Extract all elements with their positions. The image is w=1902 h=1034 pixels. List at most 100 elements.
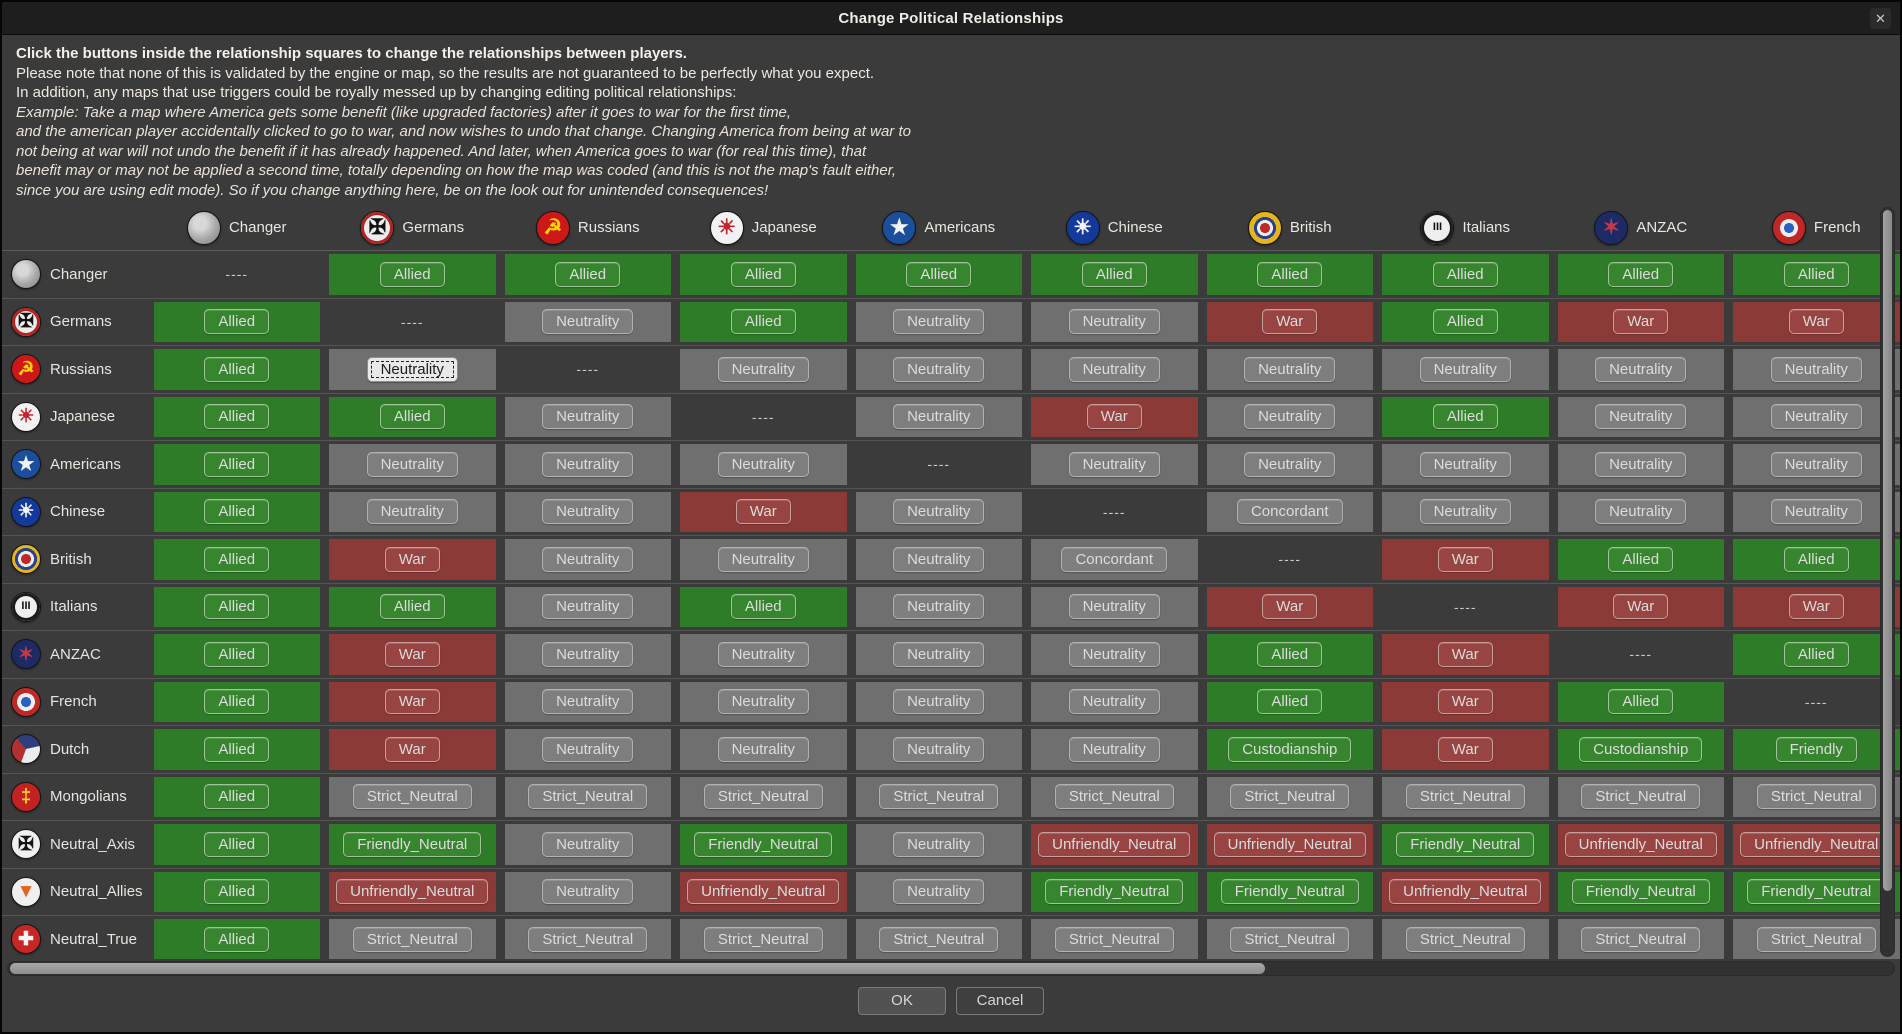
relationship-button-anzac-chinese[interactable]: Neutrality [1068, 641, 1160, 667]
relationship-button-neutral_true-russians[interactable]: Strict_Neutral [528, 926, 648, 952]
relationship-button-neutral_axis-chinese[interactable]: Unfriendly_Neutral [1038, 831, 1191, 857]
relationship-button-neutral_true-british[interactable]: Strict_Neutral [1230, 926, 1350, 952]
relationship-button-mongolians-russians[interactable]: Strict_Neutral [528, 784, 648, 810]
relationship-button-anzac-americans[interactable]: Neutrality [893, 641, 985, 667]
relationship-button-changer-germans[interactable]: Allied [379, 261, 445, 287]
relationship-button-anzac-changer[interactable]: Allied [204, 641, 270, 667]
relationship-button-chinese-japanese[interactable]: War [735, 499, 791, 525]
relationship-button-changer-anzac[interactable]: Allied [1608, 261, 1674, 287]
relationship-button-anzac-japanese[interactable]: Neutrality [717, 641, 809, 667]
relationship-button-mongolians-changer[interactable]: Allied [204, 784, 270, 810]
relationship-button-neutral_true-french[interactable]: Strict_Neutral [1756, 926, 1876, 952]
relationship-button-mongolians-italians[interactable]: Strict_Neutral [1405, 784, 1525, 810]
relationship-button-french-germans[interactable]: War [384, 689, 440, 715]
relationship-button-chinese-italians[interactable]: Neutrality [1419, 499, 1511, 525]
relationship-button-italians-british[interactable]: War [1262, 594, 1318, 620]
relationship-button-neutral_allies-germans[interactable]: Unfriendly_Neutral [336, 879, 489, 905]
relationship-button-neutral_axis-french[interactable]: Unfriendly_Neutral [1740, 831, 1893, 857]
relationship-button-germans-americans[interactable]: Neutrality [893, 309, 985, 335]
relationship-button-neutral_allies-chinese[interactable]: Friendly_Neutral [1045, 879, 1184, 905]
relationship-button-neutral_axis-changer[interactable]: Allied [204, 831, 270, 857]
vertical-scrollbar-thumb[interactable] [1883, 210, 1892, 891]
relationship-button-neutral_axis-germans[interactable]: Friendly_Neutral [343, 831, 482, 857]
relationship-button-americans-changer[interactable]: Allied [204, 451, 270, 477]
relationship-button-chinese-changer[interactable]: Allied [204, 499, 270, 525]
relationship-button-americans-anzac[interactable]: Neutrality [1595, 451, 1687, 477]
relationship-button-french-changer[interactable]: Allied [204, 689, 270, 715]
relationship-button-changer-russians[interactable]: Allied [555, 261, 621, 287]
relationship-button-anzac-italians[interactable]: War [1437, 641, 1493, 667]
relationship-button-russians-germans[interactable]: Neutrality [366, 356, 458, 382]
relationship-button-italians-russians[interactable]: Neutrality [542, 594, 634, 620]
relationship-button-neutral_axis-japanese[interactable]: Friendly_Neutral [694, 831, 833, 857]
relationship-button-germans-japanese[interactable]: Allied [730, 309, 796, 335]
relationship-button-neutral_true-americans[interactable]: Strict_Neutral [879, 926, 999, 952]
relationship-button-neutral_true-changer[interactable]: Allied [204, 926, 270, 952]
relationship-button-russians-chinese[interactable]: Neutrality [1068, 356, 1160, 382]
relationship-button-americans-germans[interactable]: Neutrality [366, 451, 458, 477]
relationship-button-italians-chinese[interactable]: Neutrality [1068, 594, 1160, 620]
relationship-button-neutral_axis-russians[interactable]: Neutrality [542, 831, 634, 857]
relationship-button-japanese-russians[interactable]: Neutrality [542, 404, 634, 430]
relationship-button-dutch-japanese[interactable]: Neutrality [717, 736, 809, 762]
relationship-button-japanese-british[interactable]: Neutrality [1244, 404, 1336, 430]
relationship-button-dutch-americans[interactable]: Neutrality [893, 736, 985, 762]
relationship-button-russians-americans[interactable]: Neutrality [893, 356, 985, 382]
relationship-button-neutral_true-italians[interactable]: Strict_Neutral [1405, 926, 1525, 952]
relationship-button-russians-italians[interactable]: Neutrality [1419, 356, 1511, 382]
relationship-button-germans-anzac[interactable]: War [1613, 309, 1669, 335]
relationship-button-germans-russians[interactable]: Neutrality [542, 309, 634, 335]
relationship-button-anzac-russians[interactable]: Neutrality [542, 641, 634, 667]
ok-button[interactable]: OK [858, 986, 946, 1015]
relationship-button-americans-french[interactable]: Neutrality [1770, 451, 1862, 477]
relationship-button-dutch-british[interactable]: Custodianship [1228, 736, 1352, 762]
relationship-button-japanese-germans[interactable]: Allied [379, 404, 445, 430]
relationship-button-french-anzac[interactable]: Allied [1608, 689, 1674, 715]
relationship-button-anzac-french[interactable]: Allied [1783, 641, 1849, 667]
relationship-button-french-russians[interactable]: Neutrality [542, 689, 634, 715]
relationship-button-chinese-americans[interactable]: Neutrality [893, 499, 985, 525]
relationship-button-anzac-germans[interactable]: War [384, 641, 440, 667]
relationship-button-italians-americans[interactable]: Neutrality [893, 594, 985, 620]
relationship-button-british-italians[interactable]: War [1437, 546, 1493, 572]
relationship-button-mongolians-germans[interactable]: Strict_Neutral [352, 784, 472, 810]
relationship-button-chinese-russians[interactable]: Neutrality [542, 499, 634, 525]
relationship-button-germans-changer[interactable]: Allied [204, 309, 270, 335]
relationship-button-japanese-changer[interactable]: Allied [204, 404, 270, 430]
relationship-button-neutral_allies-changer[interactable]: Allied [204, 879, 270, 905]
relationship-button-changer-chinese[interactable]: Allied [1081, 261, 1147, 287]
relationship-button-mongolians-british[interactable]: Strict_Neutral [1230, 784, 1350, 810]
relationship-button-germans-italians[interactable]: Allied [1432, 309, 1498, 335]
relationship-button-neutral_true-japanese[interactable]: Strict_Neutral [703, 926, 823, 952]
relationship-button-changer-japanese[interactable]: Allied [730, 261, 796, 287]
relationship-button-germans-chinese[interactable]: Neutrality [1068, 309, 1160, 335]
relationship-button-british-americans[interactable]: Neutrality [893, 546, 985, 572]
relationship-button-neutral_allies-japanese[interactable]: Unfriendly_Neutral [687, 879, 840, 905]
relationship-button-japanese-italians[interactable]: Allied [1432, 404, 1498, 430]
relationship-button-british-russians[interactable]: Neutrality [542, 546, 634, 572]
relationship-button-changer-americans[interactable]: Allied [906, 261, 972, 287]
relationship-button-japanese-french[interactable]: Neutrality [1770, 404, 1862, 430]
relationship-button-neutral_allies-russians[interactable]: Neutrality [542, 879, 634, 905]
relationship-button-french-chinese[interactable]: Neutrality [1068, 689, 1160, 715]
relationship-button-dutch-germans[interactable]: War [384, 736, 440, 762]
relationship-button-mongolians-chinese[interactable]: Strict_Neutral [1054, 784, 1174, 810]
relationship-button-russians-british[interactable]: Neutrality [1244, 356, 1336, 382]
relationship-button-french-british[interactable]: Allied [1257, 689, 1323, 715]
relationship-button-neutral_true-germans[interactable]: Strict_Neutral [352, 926, 472, 952]
relationship-button-mongolians-americans[interactable]: Strict_Neutral [879, 784, 999, 810]
relationship-button-british-french[interactable]: Allied [1783, 546, 1849, 572]
relationship-button-neutral_allies-british[interactable]: Friendly_Neutral [1220, 879, 1359, 905]
relationship-button-italians-germans[interactable]: Allied [379, 594, 445, 620]
relationship-button-british-germans[interactable]: War [384, 546, 440, 572]
relationship-button-russians-french[interactable]: Neutrality [1770, 356, 1862, 382]
horizontal-scrollbar[interactable] [7, 961, 1895, 976]
relationship-button-japanese-chinese[interactable]: War [1086, 404, 1142, 430]
relationship-button-neutral_allies-french[interactable]: Friendly_Neutral [1747, 879, 1886, 905]
relationship-button-mongolians-japanese[interactable]: Strict_Neutral [703, 784, 823, 810]
relationship-button-neutral_allies-anzac[interactable]: Friendly_Neutral [1571, 879, 1710, 905]
relationship-button-neutral_true-chinese[interactable]: Strict_Neutral [1054, 926, 1174, 952]
relationship-button-dutch-anzac[interactable]: Custodianship [1579, 736, 1703, 762]
relationship-button-neutral_axis-americans[interactable]: Neutrality [893, 831, 985, 857]
relationship-button-japanese-americans[interactable]: Neutrality [893, 404, 985, 430]
